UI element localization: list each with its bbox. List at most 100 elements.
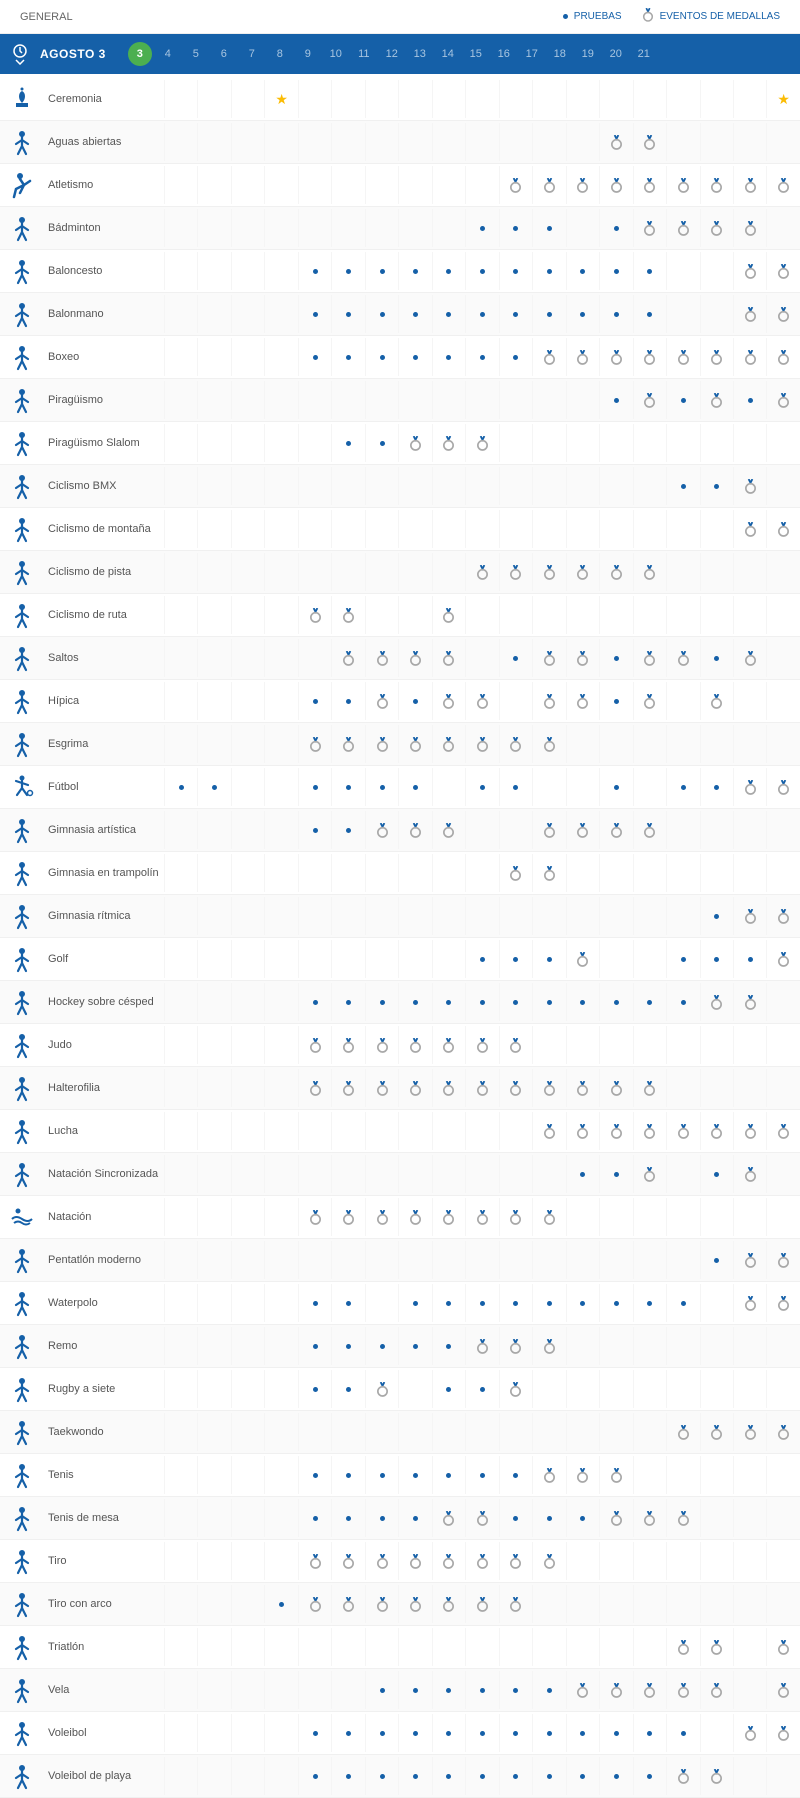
schedule-cell[interactable] [733, 252, 766, 290]
schedule-cell[interactable] [331, 1757, 364, 1795]
schedule-cell[interactable] [398, 1026, 431, 1064]
schedule-cell[interactable] [532, 854, 565, 892]
sport-label[interactable]: Tiro con arco [44, 1598, 164, 1610]
sport-label[interactable]: Tenis [44, 1469, 164, 1481]
schedule-cell[interactable] [733, 1284, 766, 1322]
schedule-cell[interactable] [566, 811, 599, 849]
schedule-cell[interactable] [633, 1757, 666, 1795]
sport-label[interactable]: Judo [44, 1039, 164, 1051]
schedule-cell[interactable] [432, 639, 465, 677]
schedule-cell[interactable] [499, 1456, 532, 1494]
schedule-cell[interactable] [465, 1714, 498, 1752]
day-14[interactable]: 14 [436, 42, 460, 66]
schedule-cell[interactable] [633, 1284, 666, 1322]
schedule-cell[interactable] [432, 682, 465, 720]
schedule-cell[interactable] [499, 940, 532, 978]
schedule-cell[interactable] [432, 295, 465, 333]
schedule-cell[interactable] [700, 682, 733, 720]
schedule-cell[interactable] [532, 295, 565, 333]
schedule-cell[interactable] [298, 1757, 331, 1795]
sport-label[interactable]: Gimnasia en trampolín [44, 867, 164, 879]
schedule-cell[interactable] [365, 768, 398, 806]
sport-label[interactable]: Ciclismo de pista [44, 566, 164, 578]
schedule-cell[interactable] [532, 1499, 565, 1537]
schedule-cell[interactable] [298, 811, 331, 849]
schedule-cell[interactable] [532, 1456, 565, 1494]
schedule-cell[interactable] [298, 1456, 331, 1494]
sport-label[interactable]: Piragüismo Slalom [44, 437, 164, 449]
schedule-cell[interactable] [365, 1542, 398, 1580]
schedule-cell[interactable] [733, 1155, 766, 1193]
day-19[interactable]: 19 [576, 42, 600, 66]
day-4[interactable]: 4 [156, 42, 180, 66]
schedule-cell[interactable] [365, 1757, 398, 1795]
schedule-cell[interactable] [331, 295, 364, 333]
schedule-cell[interactable] [331, 1327, 364, 1365]
schedule-cell[interactable] [766, 768, 799, 806]
schedule-cell[interactable] [365, 682, 398, 720]
schedule-cell[interactable] [164, 768, 197, 806]
schedule-cell[interactable] [398, 811, 431, 849]
schedule-cell[interactable] [499, 1542, 532, 1580]
schedule-cell[interactable] [566, 1714, 599, 1752]
schedule-cell[interactable] [465, 1542, 498, 1580]
schedule-cell[interactable] [633, 682, 666, 720]
schedule-cell[interactable] [465, 1757, 498, 1795]
schedule-cell[interactable] [566, 1284, 599, 1322]
schedule-cell[interactable] [733, 1112, 766, 1150]
schedule-cell[interactable] [766, 1112, 799, 1150]
schedule-cell[interactable] [532, 811, 565, 849]
schedule-cell[interactable] [766, 295, 799, 333]
schedule-cell[interactable] [566, 295, 599, 333]
schedule-cell[interactable] [298, 1714, 331, 1752]
schedule-cell[interactable] [633, 166, 666, 204]
schedule-cell[interactable] [331, 725, 364, 763]
day-3[interactable]: 3 [128, 42, 152, 66]
schedule-cell[interactable] [465, 209, 498, 247]
schedule-cell[interactable] [633, 252, 666, 290]
schedule-cell[interactable] [298, 1542, 331, 1580]
schedule-cell[interactable] [465, 1671, 498, 1709]
schedule-cell[interactable] [398, 1757, 431, 1795]
schedule-cell[interactable] [633, 209, 666, 247]
schedule-cell[interactable] [499, 1198, 532, 1236]
schedule-cell[interactable] [733, 940, 766, 978]
schedule-cell[interactable] [432, 1757, 465, 1795]
schedule-cell[interactable] [365, 338, 398, 376]
sport-label[interactable]: Lucha [44, 1125, 164, 1137]
schedule-cell[interactable] [733, 166, 766, 204]
schedule-cell[interactable] [398, 1456, 431, 1494]
schedule-cell[interactable] [766, 897, 799, 935]
schedule-cell[interactable] [766, 166, 799, 204]
schedule-cell[interactable] [365, 1370, 398, 1408]
schedule-cell[interactable] [499, 295, 532, 333]
schedule-cell[interactable] [700, 1155, 733, 1193]
schedule-cell[interactable] [633, 295, 666, 333]
schedule-cell[interactable] [666, 1499, 699, 1537]
clock-icon[interactable] [12, 43, 28, 65]
schedule-cell[interactable] [331, 811, 364, 849]
schedule-cell[interactable] [733, 768, 766, 806]
sport-label[interactable]: Bádminton [44, 222, 164, 234]
sport-label[interactable]: Natación Sincronizada [44, 1168, 164, 1180]
schedule-cell[interactable] [398, 295, 431, 333]
schedule-cell[interactable] [733, 1413, 766, 1451]
schedule-cell[interactable] [298, 338, 331, 376]
schedule-cell[interactable] [666, 1628, 699, 1666]
schedule-cell[interactable] [700, 1757, 733, 1795]
schedule-cell[interactable] [766, 338, 799, 376]
schedule-cell[interactable] [365, 295, 398, 333]
sport-label[interactable]: Vela [44, 1684, 164, 1696]
schedule-cell[interactable] [566, 682, 599, 720]
schedule-cell[interactable] [264, 1585, 297, 1623]
schedule-cell[interactable] [599, 123, 632, 161]
schedule-cell[interactable] [365, 1671, 398, 1709]
schedule-cell[interactable] [365, 1714, 398, 1752]
day-17[interactable]: 17 [520, 42, 544, 66]
schedule-cell[interactable] [331, 639, 364, 677]
schedule-cell[interactable] [365, 1026, 398, 1064]
schedule-cell[interactable] [733, 338, 766, 376]
schedule-cell[interactable] [365, 1585, 398, 1623]
schedule-cell[interactable] [633, 338, 666, 376]
schedule-cell[interactable] [532, 1671, 565, 1709]
